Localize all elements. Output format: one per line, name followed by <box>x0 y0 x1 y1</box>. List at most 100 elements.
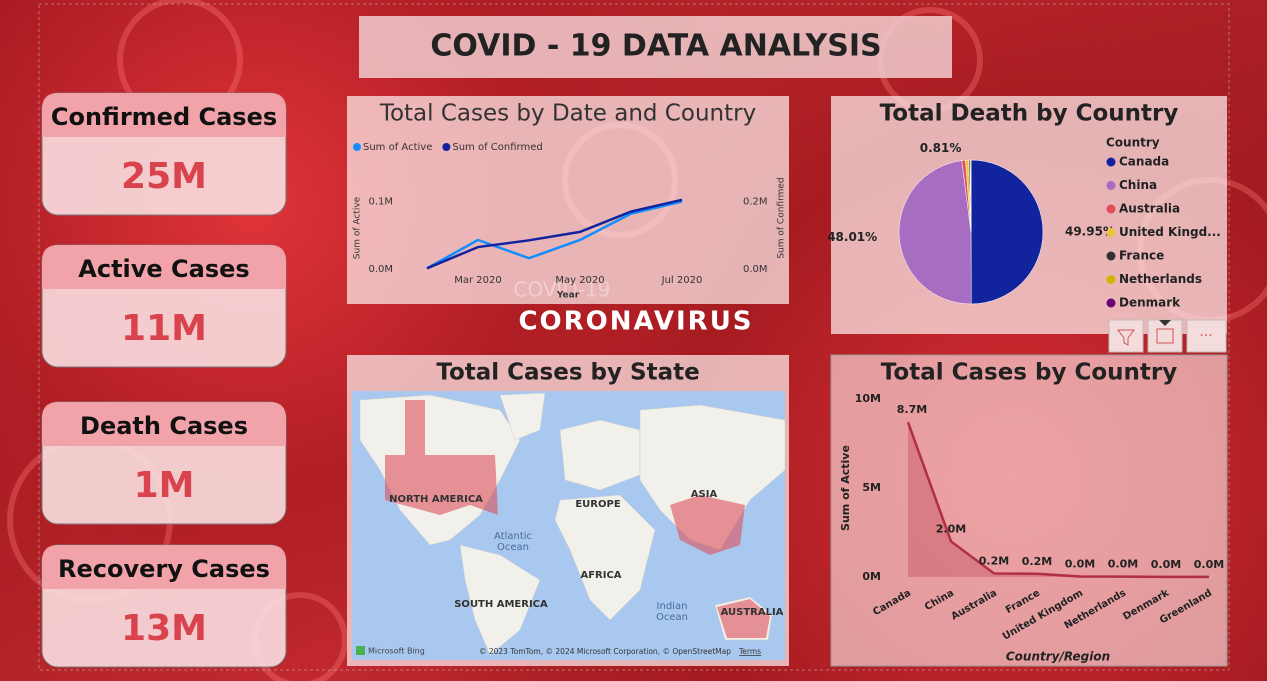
card-header <box>42 245 286 289</box>
chart-title: Total Death by Country <box>880 101 1179 127</box>
banner-subtitle: COVID-19 <box>513 278 610 302</box>
legend-label: United Kingd... <box>1119 225 1221 239</box>
legend-marker <box>1106 228 1116 237</box>
card-header <box>42 93 286 137</box>
x-axis-label: Country/Region <box>1006 650 1110 664</box>
data-label: 0.2M <box>979 554 1009 567</box>
land <box>499 392 546 441</box>
page-title: COVID - 19 DATA ANALYSIS <box>430 29 881 64</box>
panel <box>830 354 1228 667</box>
legend-label: France <box>1119 249 1164 263</box>
data-label: 2.0M <box>936 522 966 535</box>
card-value: 25M <box>121 156 207 197</box>
legend-label: Netherlands <box>1119 272 1202 286</box>
legend-marker <box>353 143 361 151</box>
area-line <box>906 421 1210 579</box>
y-tick-label: 0M <box>862 570 881 583</box>
area-fill <box>908 422 1209 577</box>
data-label: 8.7M <box>897 403 927 416</box>
map-terms[interactable]: Terms <box>738 647 761 656</box>
y-tick-label: 0.1M <box>368 197 393 208</box>
filter-icon <box>1117 329 1135 346</box>
legend-marker <box>1106 157 1116 167</box>
card-value: 13M <box>121 608 207 649</box>
legend-marker <box>1106 204 1116 214</box>
highlight-region <box>717 599 770 638</box>
logo-icon <box>356 646 365 655</box>
focus-icon <box>1156 328 1174 344</box>
ocean-label: Ocean <box>656 612 688 623</box>
y2-axis-label: Sum of Confirmed <box>777 177 787 258</box>
ocean-label: Ocean <box>497 542 529 553</box>
legend-label: Sum of Confirmed <box>452 142 542 153</box>
card-label: Death Cases <box>80 412 248 440</box>
map-label: AUSTRALIA <box>721 607 784 618</box>
data-label: 0.0M <box>1151 558 1181 571</box>
legend-marker <box>1106 275 1116 284</box>
data-label: 49.95% <box>1065 224 1115 238</box>
legend-label: Sum of Active <box>363 142 432 153</box>
legend-title: Country <box>1106 136 1160 150</box>
chart-title: Total Cases by Country <box>881 360 1177 386</box>
pie-slice <box>898 160 972 305</box>
y-tick-label: 10M <box>855 392 881 405</box>
y-tick-label: 5M <box>862 481 881 494</box>
data-label: 0.81% <box>920 141 962 155</box>
data-label: 0.0M <box>1108 558 1138 571</box>
legend-label: Canada <box>1119 155 1169 169</box>
map-logo: Microsoft Bing <box>368 647 425 656</box>
map-label: SOUTH AMERICA <box>454 599 548 610</box>
more-icon: ··· <box>1199 328 1212 344</box>
y-tick-label: 0.0M <box>368 264 393 275</box>
card-label: Confirmed Cases <box>51 103 277 131</box>
map-attribution: © 2023 TomTom, © 2024 Microsoft Corporat… <box>479 647 731 656</box>
panel <box>347 96 789 304</box>
data-label: 0.0M <box>1194 558 1224 571</box>
land <box>559 419 641 491</box>
map-label: AFRICA <box>580 570 621 581</box>
y2-tick-label: 0.2M <box>743 197 768 208</box>
land <box>554 494 656 621</box>
legend-marker <box>1106 251 1116 261</box>
canvas-border <box>38 3 1230 671</box>
highlight-region <box>670 495 745 555</box>
legend-label: Australia <box>1119 202 1180 216</box>
pie-slice <box>970 159 1044 305</box>
card-label: Recovery Cases <box>58 555 270 583</box>
tooltip-arrow <box>1159 320 1171 326</box>
chart-title: Total Cases by Date and Country <box>379 101 756 127</box>
legend-marker <box>442 143 451 151</box>
data-label: 0.2M <box>1022 555 1052 568</box>
line-series <box>426 198 683 270</box>
legend-label: China <box>1119 178 1157 192</box>
data-label: 0.0M <box>1065 557 1095 570</box>
y-axis-label: Sum of Active <box>839 445 852 531</box>
card-value: 11M <box>121 308 207 349</box>
map <box>352 391 786 660</box>
chart-title: Total Cases by State <box>436 360 699 386</box>
data-label: 48.01% <box>827 230 877 244</box>
map-label: EUROPE <box>575 499 620 510</box>
title-box <box>359 16 952 78</box>
filter-button[interactable] <box>1108 319 1144 353</box>
line-series <box>426 200 683 270</box>
x-tick-label: Mar 2020 <box>454 275 502 286</box>
map-label: ASIA <box>691 489 718 500</box>
more-button[interactable] <box>1186 319 1227 353</box>
legend-label: Denmark <box>1119 296 1181 310</box>
card-header <box>42 545 286 589</box>
x-axis-label: Year <box>556 291 580 301</box>
map-label: NORTH AMERICA <box>389 494 483 505</box>
legend-marker <box>1106 181 1116 190</box>
land <box>459 544 541 656</box>
y-axis-label: Sum of Active <box>353 196 363 259</box>
x-tick-label: Jul 2020 <box>661 275 703 286</box>
card-header <box>42 402 286 446</box>
highlight-region <box>385 400 498 515</box>
ocean-label: Indian <box>657 601 688 612</box>
y2-tick-label: 0.0M <box>743 264 768 275</box>
x-tick-label: May 2020 <box>555 275 604 286</box>
banner-title: CORONAVIRUS <box>518 307 753 337</box>
